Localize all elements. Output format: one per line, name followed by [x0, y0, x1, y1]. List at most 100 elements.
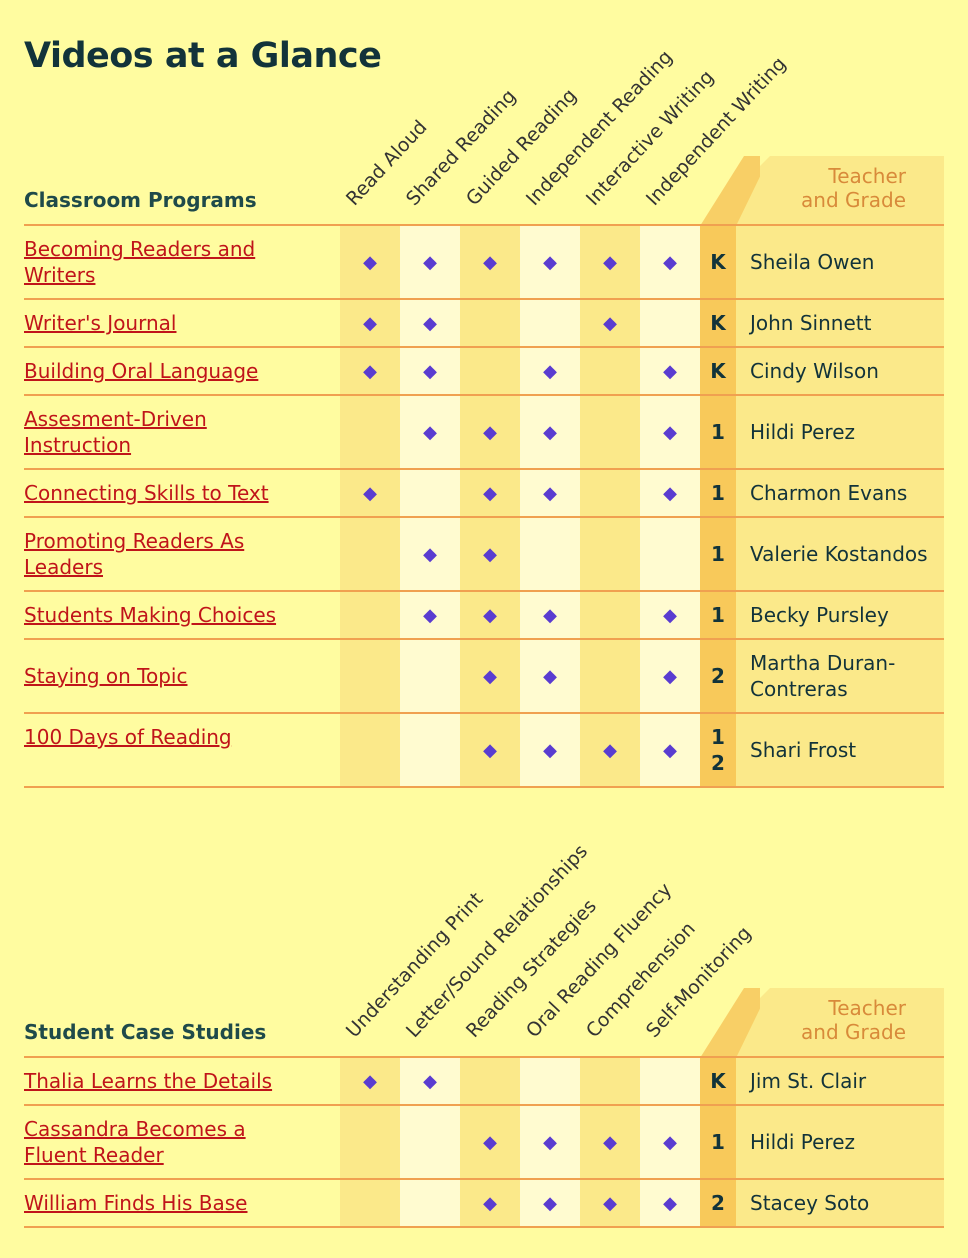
video-title-cell: William Finds His Base	[24, 1179, 340, 1228]
mark-cell	[340, 395, 400, 470]
mark-cell: ◆	[400, 591, 460, 640]
table-row: Cassandra Becomes a Fluent Reader ◆ ◆ ◆ ◆ 1 Hi…	[24, 1105, 944, 1180]
table-row: Writer's Journal ◆ ◆ ◆ K John Sinnett	[24, 299, 944, 348]
diamond-icon: ◆	[363, 360, 377, 382]
teacher-header-line2: and Grade	[801, 1020, 906, 1044]
video-link[interactable]: Writer's Journal	[24, 311, 177, 335]
teacher-cell: Hildi Perez	[736, 1105, 944, 1180]
diamond-icon: ◆	[483, 543, 497, 565]
teacher-header-line2: and Grade	[801, 188, 906, 212]
teacher-cell: Jim St. Clair	[736, 1056, 944, 1106]
mark-cell: ◆	[400, 224, 460, 300]
mark-cell	[460, 299, 520, 348]
mark-cell: ◆	[520, 395, 580, 470]
video-link[interactable]: 100 Days of Reading	[24, 725, 232, 749]
mark-cell: ◆	[400, 299, 460, 348]
video-title-cell: Building Oral Language	[24, 347, 340, 396]
video-title-cell: Becoming Readers and Writers	[24, 224, 340, 300]
mark-cell: ◆	[640, 1105, 700, 1180]
section-title: Classroom Programs	[24, 188, 257, 212]
video-link[interactable]: Building Oral Language	[24, 359, 259, 383]
teacher-cell: John Sinnett	[736, 299, 944, 348]
diamond-icon: ◆	[423, 421, 437, 443]
mark-cell: ◆	[640, 395, 700, 470]
mark-cell: ◆	[340, 469, 400, 518]
diamond-icon: ◆	[483, 1131, 497, 1153]
grade-cell: 2	[700, 639, 736, 714]
teacher-cell: Hildi Perez	[736, 395, 944, 470]
mark-cell: ◆	[580, 224, 640, 300]
mark-cell: ◆	[520, 713, 580, 788]
column-header: Shared Reading	[401, 85, 521, 210]
section-title: Student Case Studies	[24, 1020, 267, 1044]
mark-cell: ◆	[520, 224, 580, 300]
mark-cell: ◆	[520, 591, 580, 640]
mark-cell: ◆	[640, 1179, 700, 1228]
video-link[interactable]: Cassandra Becomes a Fluent Reader	[24, 1117, 246, 1167]
diamond-icon: ◆	[423, 1070, 437, 1092]
diamond-icon: ◆	[423, 604, 437, 626]
grade-cell: 1	[700, 517, 736, 592]
diamond-icon: ◆	[603, 1192, 617, 1214]
video-link[interactable]: Staying on Topic	[24, 664, 188, 688]
mark-cell: ◆	[520, 639, 580, 714]
table-row: Assesment-Driven Instruction ◆ ◆ ◆ ◆ 1 Hildi P…	[24, 395, 944, 470]
video-link[interactable]: Students Making Choices	[24, 603, 277, 627]
teacher-cell: Valerie Kostandos	[736, 517, 944, 592]
diamond-icon: ◆	[483, 251, 497, 273]
diamond-icon: ◆	[663, 482, 677, 504]
mark-cell	[580, 395, 640, 470]
grade-cell: 2	[700, 1179, 736, 1228]
mark-cell	[640, 299, 700, 348]
diamond-icon: ◆	[423, 251, 437, 273]
mark-cell	[340, 517, 400, 592]
mark-cell: ◆	[460, 713, 520, 788]
mark-cell	[580, 517, 640, 592]
diamond-icon: ◆	[603, 739, 617, 761]
mark-cell	[400, 469, 460, 518]
video-link[interactable]: Connecting Skills to Text	[24, 481, 269, 505]
teacher-cell: Cindy Wilson	[736, 347, 944, 396]
mark-cell: ◆	[460, 469, 520, 518]
grade-cell: K	[700, 1056, 736, 1106]
table-row: William Finds His Base ◆ ◆ ◆ ◆ 2 Stacey Soto	[24, 1179, 944, 1228]
mark-cell: ◆	[640, 224, 700, 300]
mark-cell: ◆	[640, 713, 700, 788]
diamond-icon: ◆	[483, 482, 497, 504]
mark-cell	[340, 591, 400, 640]
video-title-cell: 100 Days of Reading	[24, 713, 340, 788]
mark-cell	[340, 1179, 400, 1228]
diamond-icon: ◆	[363, 482, 377, 504]
mark-cell: ◆	[580, 713, 640, 788]
video-title-cell: Cassandra Becomes a Fluent Reader	[24, 1105, 340, 1180]
mark-cell: ◆	[460, 1105, 520, 1180]
mark-cell	[520, 1056, 580, 1106]
mark-cell	[640, 1056, 700, 1106]
grade-cell: 1	[700, 469, 736, 518]
mark-cell	[580, 347, 640, 396]
diamond-icon: ◆	[423, 312, 437, 334]
mark-cell	[460, 1056, 520, 1106]
teacher-cell: Becky Pursley	[736, 591, 944, 640]
teacher-cell: Sheila Owen	[736, 224, 944, 300]
mark-cell: ◆	[640, 347, 700, 396]
mark-cell: ◆	[340, 1056, 400, 1106]
table-row: Promoting Readers As Leaders ◆ ◆ 1 Valerie K…	[24, 517, 944, 592]
diamond-icon: ◆	[543, 482, 557, 504]
mark-cell: ◆	[400, 347, 460, 396]
diamond-icon: ◆	[483, 421, 497, 443]
diamond-icon: ◆	[663, 1192, 677, 1214]
mark-cell	[340, 1105, 400, 1180]
mark-cell: ◆	[340, 347, 400, 396]
video-link[interactable]: William Finds His Base	[24, 1191, 248, 1215]
video-link[interactable]: Promoting Readers As Leaders	[24, 529, 245, 579]
diamond-icon: ◆	[543, 739, 557, 761]
teacher-cell: Shari Frost	[736, 713, 944, 788]
video-link[interactable]: Becoming Readers and Writers	[24, 237, 256, 287]
mark-cell: ◆	[460, 224, 520, 300]
mark-cell	[580, 1056, 640, 1106]
diamond-icon: ◆	[543, 665, 557, 687]
video-link[interactable]: Assesment-Driven Instruction	[24, 407, 207, 457]
diamond-icon: ◆	[543, 251, 557, 273]
video-link[interactable]: Thalia Learns the Details	[24, 1069, 273, 1093]
